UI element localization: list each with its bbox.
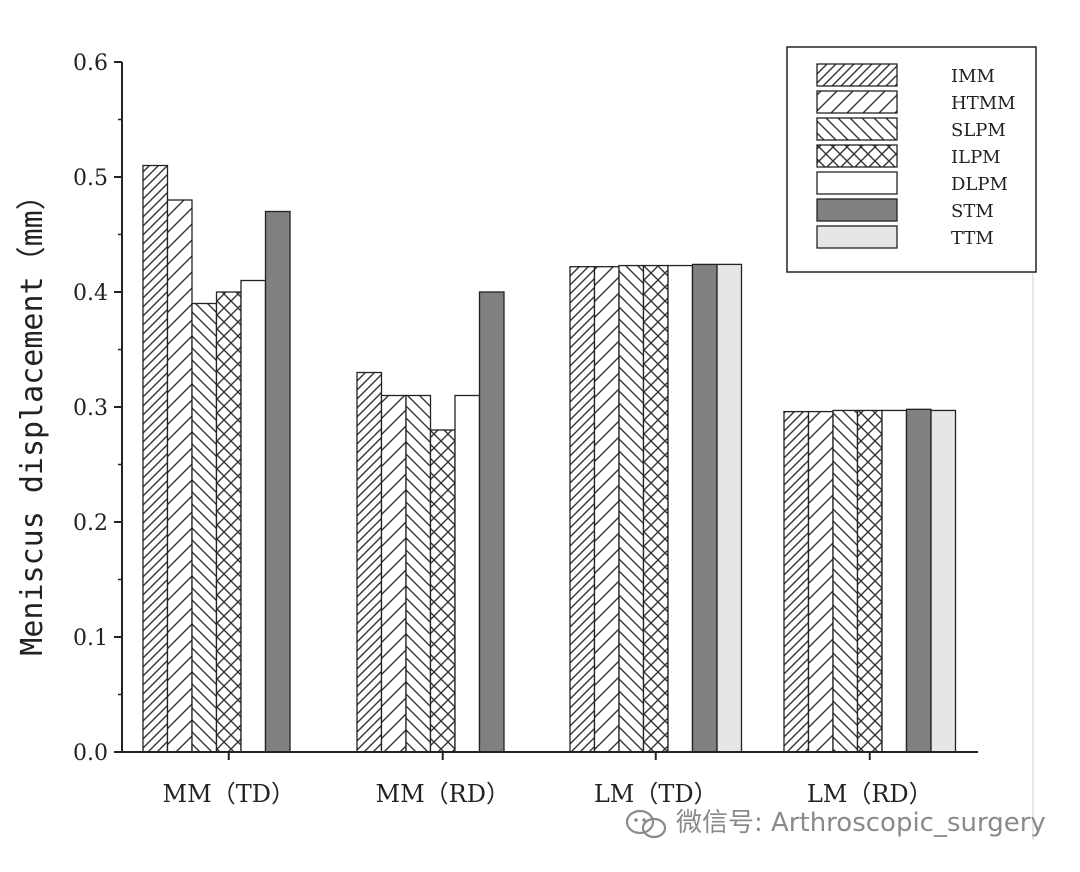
bar-imm-2 <box>356 371 383 753</box>
bar-dlpm-4 <box>881 409 908 753</box>
bar-ttm-4 <box>930 409 957 753</box>
legend-swatch-htmm <box>816 90 898 114</box>
bar-dlpm-1 <box>240 279 267 753</box>
x-category-label: LM（RD） <box>807 780 933 808</box>
bar-ilpm-1 <box>215 291 242 753</box>
legend-label-slpm: SLPM <box>951 120 1006 141</box>
x-category-label: LM（TD） <box>594 780 718 808</box>
bar-imm-1 <box>142 164 169 753</box>
legend-label-ttm: TTM <box>951 228 994 249</box>
legend-swatch-ilpm <box>816 144 898 168</box>
x-category-label: MM（RD） <box>376 780 510 808</box>
watermark: 微信号: Arthroscopic_surgery <box>625 808 1046 839</box>
legend-swatch-slpm <box>816 117 898 141</box>
bar-stm-1 <box>264 210 291 753</box>
y-tick-label: 0.5 <box>73 166 108 191</box>
y-tick-label: 0.6 <box>73 51 108 76</box>
legend-label-stm: STM <box>951 201 994 222</box>
legend-label-ilpm: ILPM <box>951 147 1001 168</box>
bar-ilpm-2 <box>429 429 456 753</box>
y-tick-label: 0.1 <box>73 626 108 651</box>
legend: IMM HTMM SLPM ILPM DLPM STM TTM <box>786 46 1037 273</box>
legend-swatch-dlpm <box>816 171 898 195</box>
y-tick-label: 0.3 <box>73 396 108 421</box>
axes: 0.0 0.1 0.2 0.3 0.4 0.5 0.6 MM（TD） MM（RD） LM（TD） L… <box>73 51 1034 840</box>
bar-ilpm-3 <box>642 264 669 753</box>
legend-swatch-ttm <box>816 225 898 249</box>
bar-imm-3 <box>569 266 596 753</box>
y-tick-label: 0.0 <box>73 741 108 766</box>
bar-slpm-2 <box>405 394 432 753</box>
legend-label-htmm: HTMM <box>951 93 1016 114</box>
y-axis-title: Meniscus displacement（mm） <box>15 180 50 655</box>
wechat-icon <box>625 809 667 839</box>
legend-swatch-imm <box>816 63 898 87</box>
legend-swatch-stm <box>816 198 898 222</box>
watermark-text: 微信号: Arthroscopic_surgery <box>676 808 1046 838</box>
bar-dlpm-2 <box>454 394 481 753</box>
plot-area <box>142 164 957 753</box>
bar-slpm-1 <box>191 302 218 753</box>
legend-label-dlpm: DLPM <box>951 174 1008 195</box>
y-tick-label: 0.4 <box>73 281 108 306</box>
legend-label-imm: IMM <box>951 66 995 87</box>
bar-ilpm-4 <box>856 409 883 753</box>
bar-htmm-1 <box>166 199 193 753</box>
bar-dlpm-3 <box>667 264 694 753</box>
bar-stm-4 <box>905 408 932 753</box>
bar-stm-2 <box>478 291 505 753</box>
y-tick-label: 0.2 <box>73 511 108 536</box>
bar-slpm-4 <box>832 409 859 753</box>
x-category-label: MM（TD） <box>163 780 295 808</box>
bar-slpm-3 <box>618 264 645 753</box>
bar-stm-3 <box>691 263 718 753</box>
bar-htmm-4 <box>807 410 834 753</box>
bar-ttm-3 <box>716 263 743 753</box>
bar-htmm-3 <box>593 266 620 753</box>
bar-htmm-2 <box>380 394 407 753</box>
bar-imm-4 <box>783 410 810 753</box>
